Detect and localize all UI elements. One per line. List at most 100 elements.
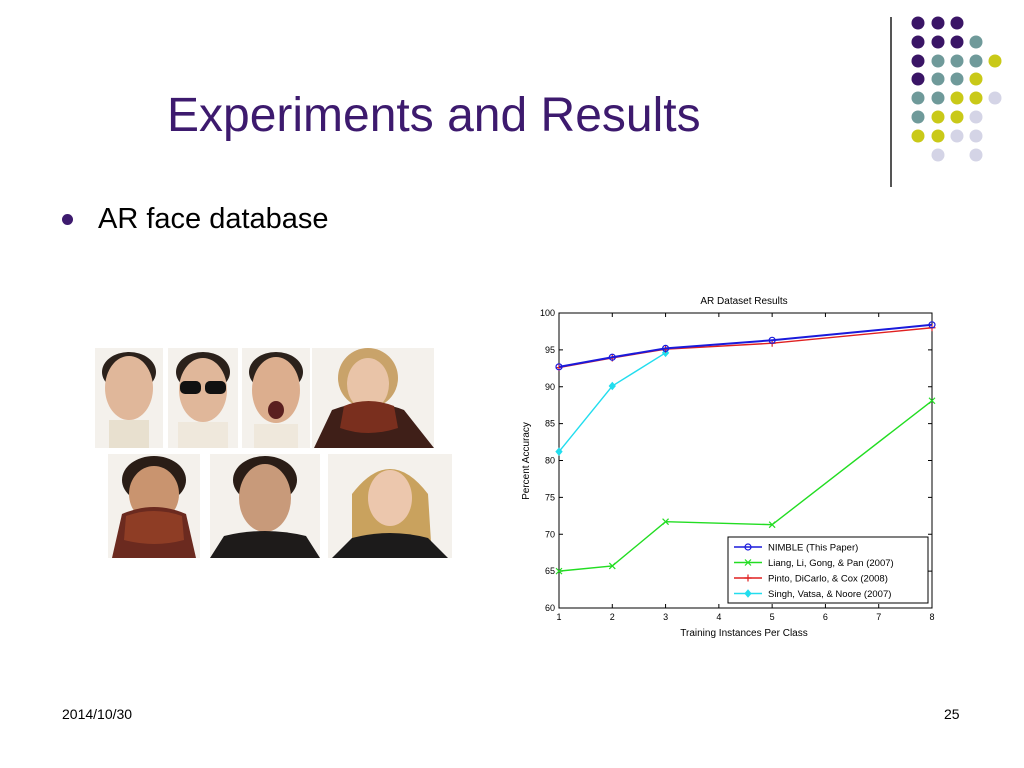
decorative-dot: [969, 110, 983, 124]
decorative-dot: [931, 54, 945, 68]
bullet-dot-icon: [62, 214, 73, 225]
data-point: [768, 521, 776, 529]
data-point: [744, 574, 752, 582]
legend-label: NIMBLE (This Paper): [768, 543, 858, 554]
x-tick-label: 8: [929, 612, 934, 622]
legend-entry: NIMBLE (This Paper): [734, 543, 858, 554]
decorative-dot: [911, 110, 925, 124]
series-line: [558, 323, 933, 368]
chart-series: [555, 321, 936, 575]
x-tick-label: 3: [663, 612, 668, 622]
face-samples-image: [95, 348, 452, 558]
chart-axes: 1 2 3 4 5 6 7 8 60 65 70 75 80 85 90 95 100: [540, 308, 935, 622]
decorative-dot: [931, 110, 945, 124]
decorative-dot: [931, 148, 945, 162]
data-point: [555, 567, 563, 575]
bullet-text: AR face database: [98, 203, 329, 235]
face-neutral-man: [95, 348, 163, 448]
y-tick-label: 80: [545, 456, 555, 466]
legend-entry: Liang, Li, Gong, & Pan (2007): [734, 558, 894, 569]
y-axis-label: Percent Accuracy: [521, 422, 532, 500]
x-tick-label: 4: [716, 612, 721, 622]
decorative-dot: [911, 129, 925, 143]
vertical-divider: [890, 17, 892, 187]
bullet-item: AR face database: [62, 203, 329, 236]
decorative-dot: [950, 110, 964, 124]
slide-title: Experiments and Results: [167, 89, 701, 142]
data-point: [768, 336, 776, 344]
y-tick-label: 70: [545, 529, 555, 539]
decorative-dot: [911, 16, 925, 30]
y-tick-label: 95: [545, 345, 555, 355]
decorative-dot: [969, 91, 983, 105]
decorative-dot: [950, 129, 964, 143]
x-tick-label: 6: [823, 612, 828, 622]
decorative-dot: [911, 35, 925, 49]
series-nimble-this-paper: [555, 321, 936, 371]
x-tick-label: 2: [610, 612, 615, 622]
decorative-dot: [911, 72, 925, 86]
data-point: [608, 562, 616, 570]
data-point: [661, 344, 670, 353]
data-point: [744, 543, 752, 551]
data-point: [608, 381, 616, 391]
data-point: [744, 589, 752, 598]
face-scarf-man: [108, 454, 200, 558]
face-screaming-man: [242, 348, 310, 448]
y-tick-label: 65: [545, 566, 555, 576]
series-pinto-dicarlo-cox-2008: [555, 324, 936, 372]
chart-legend: NIMBLE (This Paper) Liang, Li, Gong, & Pa…: [727, 536, 929, 604]
data-point: [555, 447, 563, 456]
y-tick-label: 100: [540, 308, 555, 318]
chart-title: AR Dataset Results: [700, 296, 787, 307]
data-point: [662, 518, 669, 526]
decorative-dot-grid: [911, 16, 1002, 162]
legend-entry: Pinto, DiCarlo, & Cox (2008): [734, 574, 888, 585]
legend-label: Liang, Li, Gong, & Pan (2007): [768, 558, 894, 569]
y-tick-label: 60: [545, 603, 555, 613]
x-tick-label: 1: [556, 612, 561, 622]
legend-label: Singh, Vatsa, & Noore (2007): [768, 589, 891, 600]
decorative-dot: [911, 91, 925, 105]
data-point: [928, 397, 936, 405]
face-scarf-woman: [312, 348, 434, 448]
page-number: 25: [944, 706, 960, 722]
decorative-dot: [911, 54, 925, 68]
decorative-dot: [969, 35, 983, 49]
decorative-dot: [969, 54, 983, 68]
x-axis-label: Training Instances Per Class: [680, 628, 807, 639]
decorative-dot: [988, 91, 1002, 105]
legend-box: [727, 536, 929, 604]
decorative-dot: [969, 129, 983, 143]
footer-date: 2014/10/30: [62, 706, 133, 722]
decorative-dot: [931, 91, 945, 105]
data-point: [555, 363, 563, 371]
decorative-dot: [931, 35, 945, 49]
decorative-dot: [969, 148, 983, 162]
series-line: [558, 352, 666, 453]
decorative-dot: [931, 16, 945, 30]
face-sunglasses-man: [168, 348, 238, 448]
decorative-dot: [931, 129, 945, 143]
decorative-dot: [950, 54, 964, 68]
legend-entry: Singh, Vatsa, & Noore (2007): [734, 589, 891, 600]
y-tick-label: 75: [545, 492, 555, 502]
face-neutral-man-2: [210, 454, 320, 558]
decorative-dot: [950, 72, 964, 86]
y-tick-label: 85: [545, 419, 555, 429]
legend-label: Pinto, DiCarlo, & Cox (2008): [768, 574, 888, 585]
face-neutral-woman: [328, 454, 452, 558]
series-line: [558, 327, 933, 369]
decorative-dot: [969, 72, 983, 86]
y-tick-label: 90: [545, 382, 555, 392]
decorative-dot: [950, 35, 964, 49]
ar-dataset-results-chart: AR Dataset Results Training Instances Pe…: [521, 296, 936, 639]
x-tick-label: 5: [770, 612, 775, 622]
data-point: [608, 353, 616, 361]
series-liang-li-gong-pan-2007: [555, 397, 936, 575]
decorative-dot: [988, 54, 1002, 68]
decorative-dot: [931, 72, 945, 86]
data-point: [928, 321, 936, 329]
decorative-dot: [950, 16, 964, 30]
decorative-dot: [950, 91, 964, 105]
